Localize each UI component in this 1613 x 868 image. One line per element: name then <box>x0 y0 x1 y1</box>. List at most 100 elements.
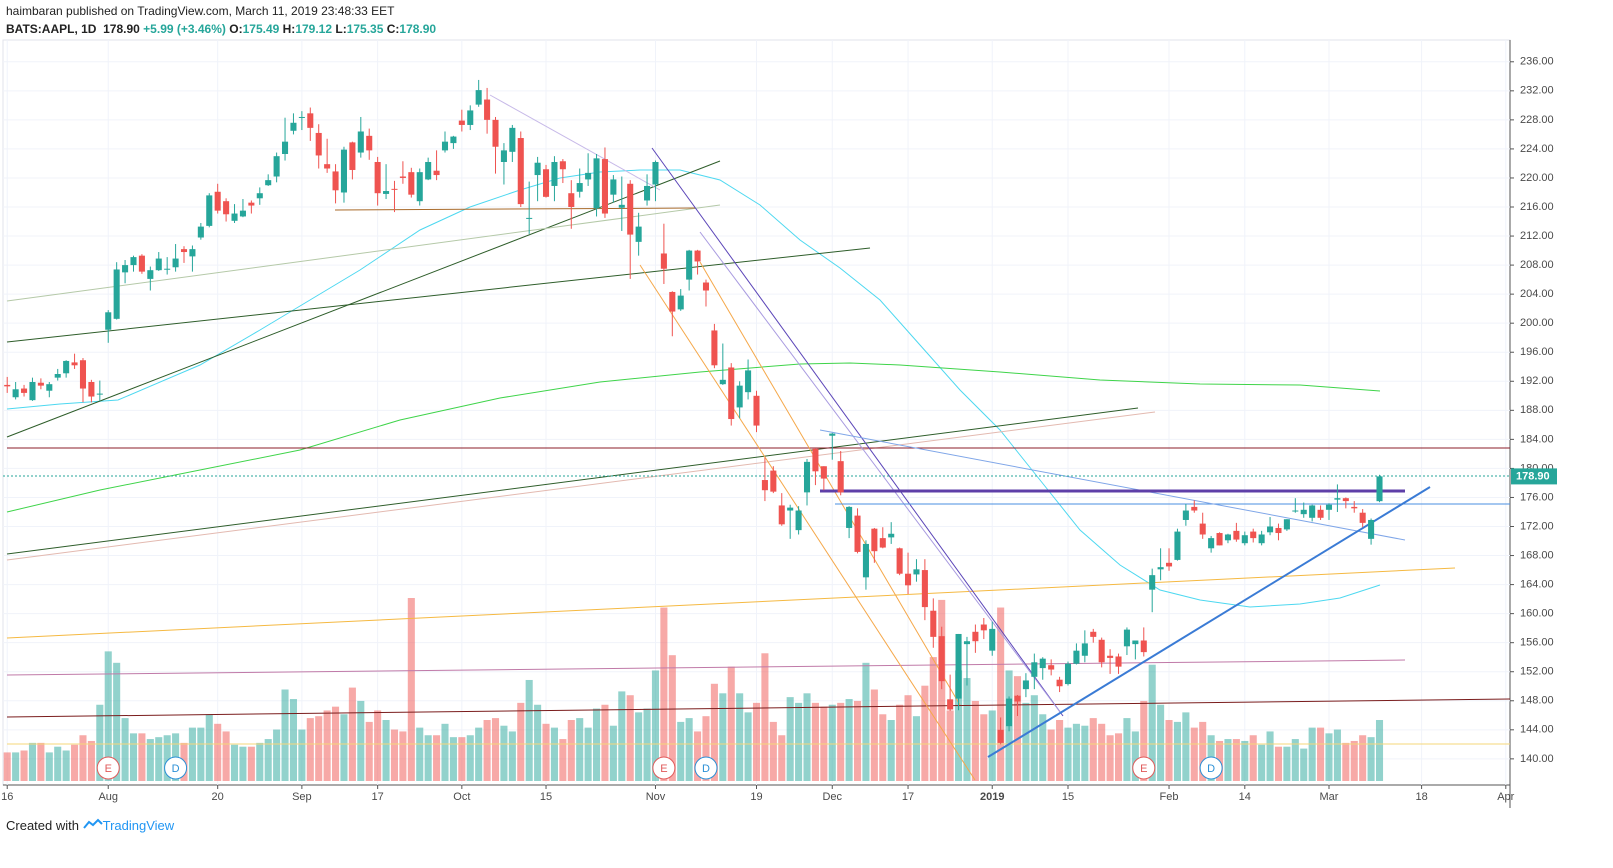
volume-bar <box>525 679 533 781</box>
x-tick-label: Aug <box>98 791 118 803</box>
volume-bar <box>1157 704 1165 781</box>
volume-bar <box>584 727 592 781</box>
volume-bar <box>146 739 154 781</box>
ma50 <box>6 169 1381 608</box>
volume-bar <box>593 708 601 781</box>
trend-line <box>6 247 871 343</box>
y-tick-label: 148.00 <box>1520 695 1554 707</box>
y-tick-label: 152.00 <box>1520 666 1554 678</box>
candle-body <box>509 127 516 152</box>
o-value: 175.49 <box>242 22 280 36</box>
candle-body <box>938 636 945 682</box>
y-tick-label: 216.00 <box>1520 201 1554 213</box>
candle-body <box>1107 655 1114 658</box>
volume-bar <box>197 727 205 781</box>
candle-body <box>113 269 120 319</box>
candle-body <box>905 573 912 586</box>
volume-bar <box>694 731 702 781</box>
candle-body <box>425 161 432 180</box>
candle-body <box>1140 640 1147 653</box>
candle-body <box>1309 505 1316 518</box>
candle-body <box>955 633 962 699</box>
candle-body <box>1006 698 1013 727</box>
candle-body <box>921 570 928 608</box>
candle-body <box>635 226 642 242</box>
volume-bar <box>997 607 1005 781</box>
volume-bar <box>853 700 862 781</box>
volume-bar <box>1333 729 1341 781</box>
volume-bar <box>222 731 230 781</box>
volume-bar <box>1325 733 1333 781</box>
trend-line <box>6 567 1456 639</box>
candle-body <box>1031 662 1038 677</box>
volume-bar <box>45 752 53 781</box>
candle-body <box>686 250 693 280</box>
candle-body <box>214 191 221 211</box>
volume-bar <box>567 720 575 781</box>
candle-body <box>1342 498 1349 502</box>
candle-body <box>307 113 314 128</box>
y-tick-label: 200.00 <box>1520 317 1554 329</box>
y-tick-label: 164.00 <box>1520 578 1554 590</box>
candle-body <box>761 480 768 491</box>
candle-body <box>12 389 19 398</box>
candle-body <box>702 282 710 291</box>
volume-bar <box>163 735 171 781</box>
x-tick-label: 18 <box>1415 791 1427 803</box>
candle-body <box>155 258 162 271</box>
event-marker <box>1199 756 1223 780</box>
candle-body <box>1351 506 1358 509</box>
volume-bar <box>365 721 373 781</box>
candle-body <box>79 360 87 389</box>
candle-body <box>399 176 406 178</box>
h-label: H: <box>282 22 296 36</box>
volume-bar <box>542 723 550 781</box>
candle-body <box>1368 519 1375 539</box>
volume-bar <box>963 678 971 781</box>
candle-body <box>871 528 878 552</box>
candle-body <box>29 382 36 401</box>
candle-body <box>1317 509 1324 518</box>
volume-bar <box>887 720 895 781</box>
x-tick-label: 19 <box>750 791 762 803</box>
volume-bar <box>1140 700 1148 781</box>
trend-line <box>699 231 1061 713</box>
candle-body <box>164 268 171 270</box>
candle-body <box>829 433 836 436</box>
l-value: 175.35 <box>346 22 384 36</box>
trend-line <box>6 659 1406 676</box>
candle-body <box>745 370 752 393</box>
x-tick-label: Feb <box>1160 791 1179 803</box>
volume-bar <box>3 752 11 781</box>
volume-bar <box>677 721 685 781</box>
volume-bar <box>955 670 963 781</box>
volume-bar <box>28 742 37 781</box>
candle-body <box>1359 512 1366 523</box>
x-tick-label: Mar <box>1320 791 1339 803</box>
volume-bar <box>727 666 735 781</box>
candle-body <box>1132 640 1139 645</box>
candle-body <box>374 161 381 194</box>
candle-body <box>1233 530 1240 540</box>
candle-body <box>1325 504 1333 510</box>
candle-body <box>383 191 390 194</box>
candle-body <box>517 138 524 205</box>
candle-body <box>1174 531 1181 560</box>
logo <box>82 818 103 829</box>
trend-line <box>6 698 1511 718</box>
volume-bar <box>601 704 609 781</box>
event-label: E <box>1140 763 1147 775</box>
trend-line <box>489 94 661 191</box>
volume-bar <box>702 716 710 781</box>
volume-bar <box>988 710 996 781</box>
volume-bar <box>1039 714 1047 781</box>
candle-body <box>963 641 971 645</box>
volume-bar <box>37 742 45 781</box>
event-label: E <box>660 763 667 775</box>
volume-bar <box>811 702 819 781</box>
footer: Created with TradingView <box>6 818 174 833</box>
candle-body <box>972 631 979 642</box>
event-label: E <box>105 763 112 775</box>
candle-body <box>467 110 474 125</box>
candle-body <box>340 149 348 193</box>
